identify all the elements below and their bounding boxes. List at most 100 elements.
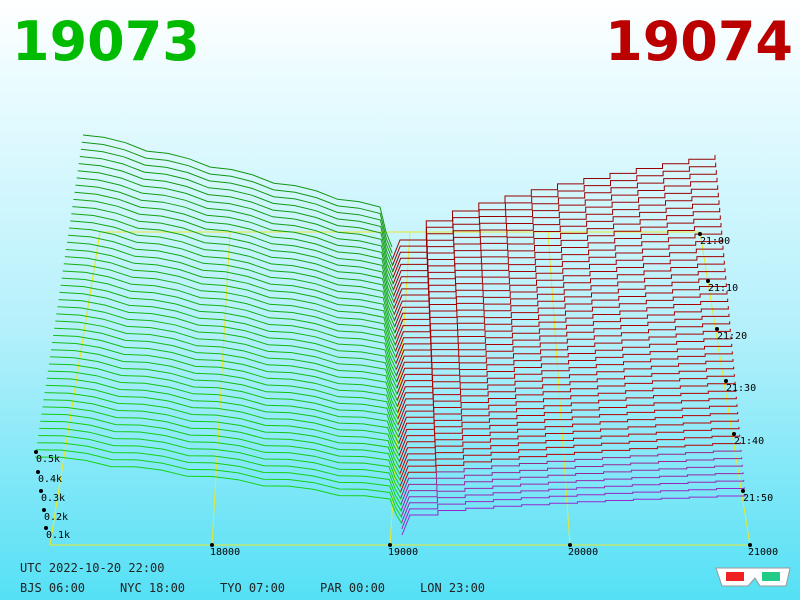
bid-depth-line [62,270,397,365]
bid-depth-line [72,206,395,309]
depth-tick-dot [44,526,48,530]
time-tick-label: 21:10 [708,283,738,294]
price-tick-label: 21000 [748,547,778,558]
bid-depth-line [69,227,396,328]
bid-depth-line [73,198,395,303]
ask-depth-line [392,192,719,291]
bid-depth-line [39,427,402,500]
ask-depth-line [396,313,730,389]
bid-depth-line [46,377,400,457]
bid-depth-line [40,420,402,494]
bid-depth-line [66,241,396,340]
depth-tick-label: 0.2k [44,512,68,523]
time-tick-label: 21:40 [734,436,764,447]
ask-depth-line [399,442,741,493]
bid-depth-line [38,435,402,506]
time-tick-dot [698,232,702,236]
frame-vertical [547,231,571,546]
depth-tick-label: 0.1k [46,530,70,541]
depth-tick-dot [34,450,38,454]
bid-depth-line [63,263,397,359]
ask-depth-line [397,359,734,426]
bid-depth-line [42,406,401,482]
bid-depth-line [37,442,402,512]
ask-depth-line [400,449,742,499]
bid-depth-line [78,163,394,272]
bid-depth-line [49,356,400,439]
bid-depth-line [45,384,401,463]
ask-depth-line [399,434,741,487]
ask-depth-line [395,298,729,377]
depth-tick-label: 0.3k [41,493,65,504]
bid-depth-line [52,342,399,426]
ask-depth-line [401,495,746,536]
zone-clock: TYO 07:00 [220,581,285,595]
ask-depth-line [398,396,737,456]
price-tick-dot [388,543,392,547]
ask-depth-line [400,464,743,511]
glasses-green-lens [762,572,780,581]
depth-tick-label: 0.4k [38,474,62,485]
zone-clock: NYC 18:00 [120,581,185,595]
ask-depth-line [396,328,731,401]
bid-depth-line [68,234,396,334]
glasses-icon [715,567,791,587]
price-tick-dot [210,543,214,547]
price-tick-label: 20000 [568,547,598,558]
bid-depth-line [43,399,401,476]
bid-depth-line [57,306,398,395]
ask-depth-line [398,381,736,444]
ask-depth-line [396,336,732,407]
bid-depth-line [41,413,402,488]
price-tick-dot [748,543,752,547]
utc-clock: UTC 2022-10-20 22:00 [20,561,165,575]
ask-depth-line [395,291,728,371]
bid-depth-line [81,141,393,254]
bid-depth-line [50,349,400,432]
ask-depth-line [392,200,720,297]
price-tick-label: 18000 [210,547,240,558]
bid-depth-line [36,449,403,519]
bid-depth-line [64,256,397,352]
time-tick-dot [741,489,745,493]
price-tick-dot [568,543,572,547]
bid-depth-line [44,392,401,469]
labels: 18000 19000 20000 21000 0.1k 0.2k 0.3k 0.4k 0.5k… [34,232,778,558]
ask-depth-line [399,419,739,475]
ask-depth-line [397,343,733,413]
bid-price: 19073 [12,10,200,73]
frame-vertical [389,231,411,546]
ask-depth-line [398,404,738,462]
time-tick-label: 21:30 [726,383,756,394]
bid-depth-line [48,363,400,445]
ask-depth-line [397,366,735,432]
bid-depth-line [77,170,394,278]
time-tick-dot [706,279,710,283]
ask-depth-line [398,389,737,450]
time-tick-dot [732,432,736,436]
bid-depth-line [54,327,399,414]
bid-depth-line [59,291,398,383]
zone-clock: BJS 06:00 [20,581,85,595]
ask-depth-line [395,275,727,358]
bid-depth-line [80,148,393,260]
ask-depth-line [393,207,721,303]
depth-tick-dot [39,489,43,493]
zone-clock: PAR 00:00 [320,581,385,595]
ask-depth-line [395,306,729,383]
bid-depth-line [34,456,403,525]
bid-depth-line [71,213,395,315]
ask-depth-line [396,321,731,395]
depth-tick-label: 0.5k [36,454,60,465]
ask-depth-line [401,479,745,523]
bid-depth-line [55,320,399,408]
bid-depth-line [61,277,397,371]
time-tick-label: 21:20 [717,331,747,342]
frame-right [699,231,751,546]
bid-depth-line [47,370,400,451]
bid-depth-line [79,156,394,266]
depth-tick-dot [42,508,46,512]
bid-depth-line [65,249,397,346]
